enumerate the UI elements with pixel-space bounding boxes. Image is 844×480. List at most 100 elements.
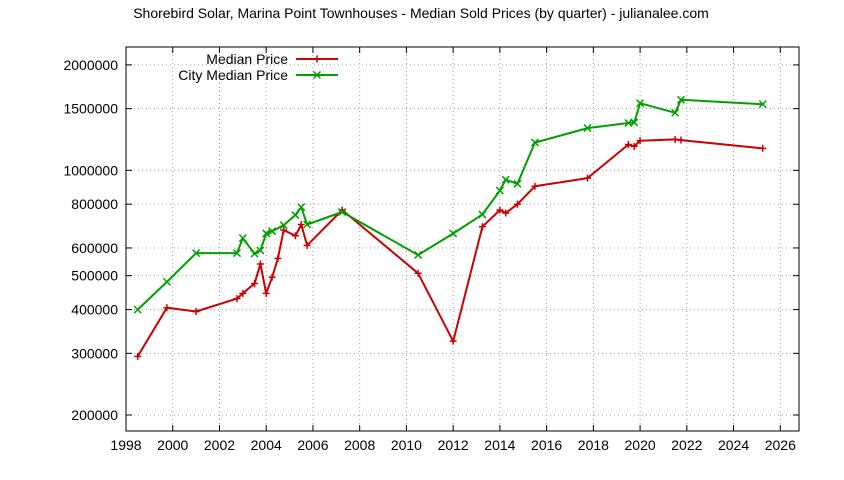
x-tick-label: 2008 <box>344 437 375 453</box>
data-point <box>630 142 638 150</box>
x-tick-label: 2012 <box>438 437 469 453</box>
series-city-median-price <box>133 95 767 314</box>
marker-stroke <box>583 124 592 133</box>
legend-label: City Median Price <box>178 67 288 83</box>
data-point <box>671 108 680 117</box>
data-point <box>677 136 685 144</box>
data-point <box>414 269 422 277</box>
y-tick-label: 2000000 <box>63 57 118 73</box>
marker-stroke <box>303 220 312 229</box>
marker-stroke <box>501 175 510 184</box>
data-point <box>496 206 504 214</box>
data-point <box>268 227 277 236</box>
x-tick-label: 2002 <box>204 437 235 453</box>
marker-stroke <box>758 100 767 109</box>
marker-stroke <box>291 211 300 220</box>
marker-stroke <box>268 227 277 236</box>
series-layer <box>133 95 767 360</box>
x-tick-label: 2022 <box>671 437 702 453</box>
x-tick-label: 2014 <box>484 437 515 453</box>
data-point <box>233 295 241 303</box>
marker-stroke <box>671 108 680 117</box>
marker-stroke <box>297 203 306 212</box>
data-point <box>478 210 487 219</box>
marker-stroke <box>232 249 242 258</box>
marker-stroke <box>312 70 322 80</box>
marker-stroke <box>624 118 633 128</box>
marker-stroke <box>495 186 504 195</box>
legend-marker <box>313 55 321 63</box>
data-point <box>303 220 312 229</box>
data-point <box>291 211 300 220</box>
data-point <box>759 144 767 152</box>
y-tick-label: 500000 <box>71 268 118 284</box>
data-point <box>133 305 142 314</box>
data-point <box>502 209 510 217</box>
data-point <box>256 260 264 268</box>
x-tick-label: 2018 <box>578 437 609 453</box>
data-point <box>256 246 265 255</box>
x-tick-label: 1998 <box>110 437 141 453</box>
data-point <box>239 289 247 297</box>
marker-stroke <box>279 221 288 230</box>
x-tick-label: 2026 <box>765 437 796 453</box>
data-point <box>303 241 311 249</box>
data-point <box>449 229 458 238</box>
y-tick-label: 800000 <box>71 196 118 212</box>
series-median-price <box>134 135 767 360</box>
grid <box>125 47 799 431</box>
x-tick-label: 2006 <box>297 437 328 453</box>
marker-stroke <box>530 138 539 147</box>
marker-stroke <box>636 99 645 108</box>
data-point <box>162 277 171 286</box>
data-point <box>279 221 288 230</box>
data-point <box>134 352 142 360</box>
x-tick-label: 2016 <box>531 437 562 453</box>
marker-stroke <box>162 277 171 286</box>
chart-title: Shorebird Solar, Marina Point Townhouses… <box>133 5 709 21</box>
legend-entry-city-median-price: City Median Price <box>178 67 338 83</box>
x-tick-label: 2000 <box>157 437 188 453</box>
data-point <box>624 140 632 148</box>
data-point <box>583 124 592 133</box>
marker-stroke <box>238 234 247 243</box>
data-point <box>676 95 686 104</box>
data-point <box>636 99 645 108</box>
data-point <box>297 203 306 212</box>
marker-stroke <box>513 179 522 188</box>
data-point <box>671 135 679 143</box>
data-point <box>192 249 201 258</box>
y-tick-label: 400000 <box>71 302 118 318</box>
data-point <box>280 226 288 234</box>
data-point <box>163 304 171 312</box>
data-point <box>495 186 504 195</box>
data-point <box>262 289 270 297</box>
marker-stroke <box>449 229 458 238</box>
data-point <box>636 137 644 145</box>
x-tick-label: 2024 <box>718 437 749 453</box>
legend-entry-median-price: Median Price <box>206 51 338 67</box>
x-tick-label: 2020 <box>625 437 656 453</box>
x-tick-label: 2010 <box>391 437 422 453</box>
x-tick-label: 2004 <box>251 437 282 453</box>
marker-stroke <box>250 249 259 258</box>
y-tick-label: 1500000 <box>63 101 118 117</box>
marker-stroke <box>478 210 487 219</box>
data-point <box>449 337 457 345</box>
data-point <box>530 138 539 147</box>
data-point <box>297 221 305 229</box>
data-point <box>630 118 639 127</box>
marker-stroke <box>256 246 265 255</box>
axes: 1998 2000 2002 2004 2006 2008 2010 2012 2014 2016… <box>63 46 800 453</box>
y-tick-label: 200000 <box>71 407 118 423</box>
data-point <box>414 250 423 259</box>
marker-stroke <box>414 250 423 259</box>
series-line-city-median-price <box>137 98 763 311</box>
y-tick-label: 1000000 <box>63 162 118 178</box>
y-tick-label: 600000 <box>71 240 118 256</box>
data-point <box>251 279 259 287</box>
data-point <box>238 234 247 243</box>
